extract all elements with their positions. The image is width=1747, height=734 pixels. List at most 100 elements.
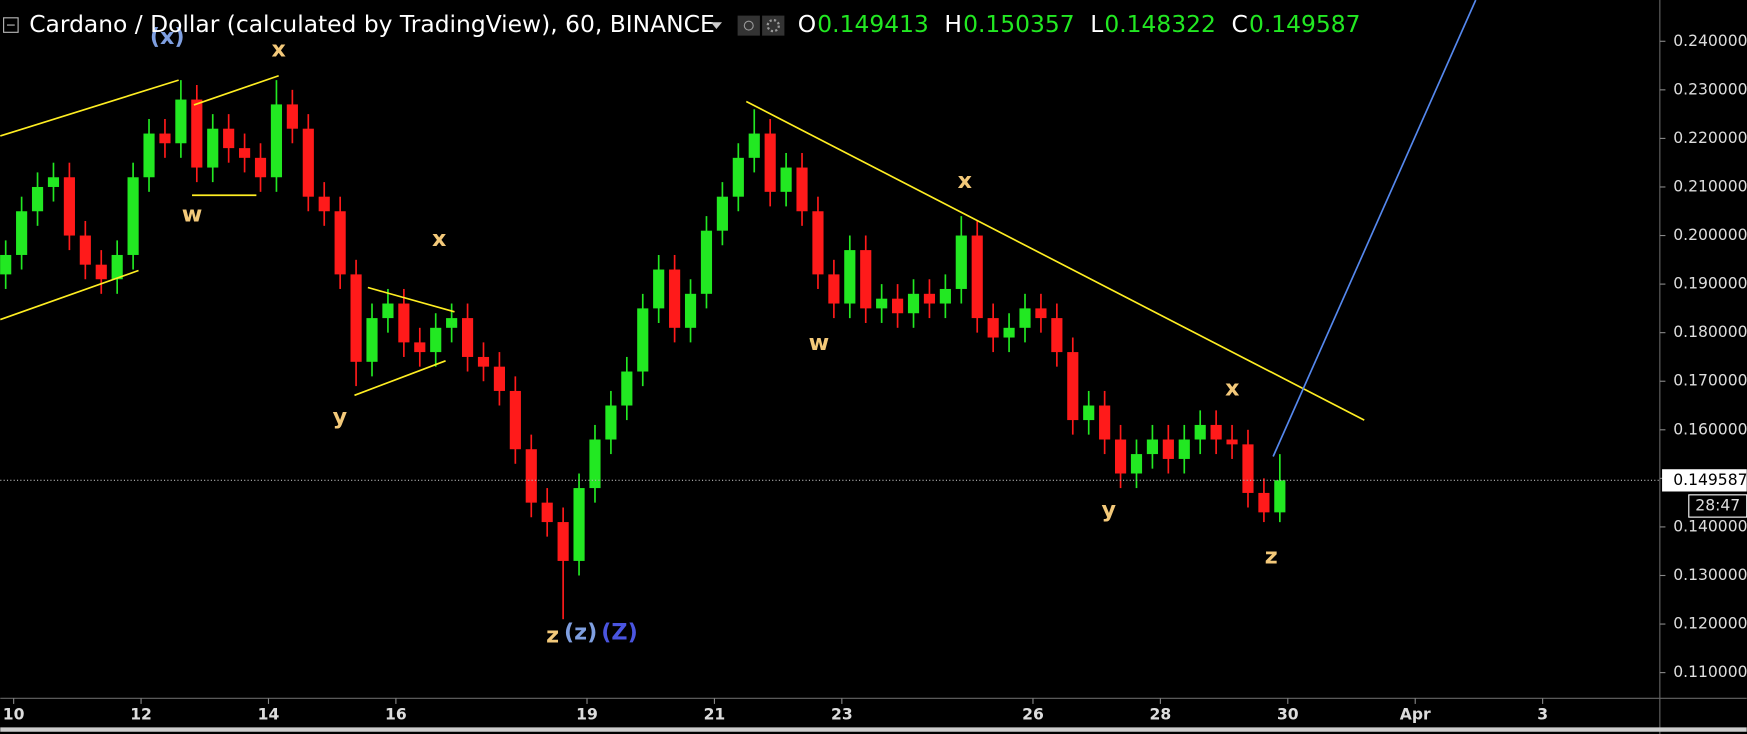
- candle-body: [796, 167, 808, 212]
- wave-label: x: [432, 226, 447, 252]
- candle-body: [16, 211, 28, 255]
- ohlc-value: 0.148322: [1104, 10, 1216, 38]
- candle-body: [573, 488, 585, 561]
- x-tick-label: 16: [385, 706, 407, 724]
- y-tick-label: 0.120000: [1673, 615, 1747, 633]
- candle-body: [907, 293, 920, 314]
- collapse-icon[interactable]: [3, 17, 19, 33]
- settings-button[interactable]: [762, 15, 785, 36]
- y-tick-label: 0.190000: [1673, 275, 1747, 293]
- candle-body: [366, 318, 378, 362]
- eye-button[interactable]: [737, 15, 760, 36]
- candle-body: [971, 235, 983, 319]
- wave-label: y: [333, 404, 348, 430]
- x-tick-label: 26: [1022, 706, 1044, 724]
- candle-body: [493, 366, 505, 391]
- candle-body: [1274, 480, 1286, 513]
- y-tick-label: 0.130000: [1673, 566, 1747, 584]
- y-tick-label: 0.200000: [1673, 226, 1747, 244]
- ohlc-key: C: [1232, 10, 1248, 38]
- ohlc-value: 0.150357: [963, 10, 1075, 38]
- candle-body: [1178, 439, 1190, 459]
- candle-body: [892, 298, 904, 314]
- wave-label: x: [1225, 376, 1240, 402]
- countdown-label: 28:47: [1695, 496, 1740, 514]
- x-tick-label: 3: [1537, 706, 1548, 724]
- trendline: [0, 269, 139, 321]
- candle-body: [828, 274, 840, 304]
- ohlc-value: 0.149587: [1249, 10, 1361, 38]
- candle-body: [254, 157, 267, 178]
- candle-body: [382, 303, 394, 319]
- y-tick-label: 0.220000: [1673, 129, 1747, 147]
- x-tick-label: 12: [130, 706, 152, 724]
- candle-body: [191, 99, 203, 168]
- y-tick-label: 0.210000: [1673, 177, 1747, 195]
- candle-body: [223, 128, 235, 149]
- trendline: [193, 74, 279, 106]
- candle-body: [700, 230, 713, 294]
- candle-body: [812, 211, 824, 275]
- candle-body: [31, 186, 44, 212]
- trendline: [745, 100, 1365, 421]
- trendline: [1272, 0, 1477, 457]
- x-tick-label: 10: [3, 706, 25, 724]
- y-tick-label: 0.140000: [1673, 517, 1747, 535]
- candle-body: [63, 177, 75, 236]
- trendline: [354, 360, 446, 397]
- candle-body: [207, 128, 219, 168]
- candle-body: [350, 274, 362, 362]
- candle-body: [1210, 424, 1222, 440]
- candle-body: [589, 439, 601, 489]
- candle-body: [764, 133, 776, 192]
- symbol-title[interactable]: Cardano / Dollar (calculated by TradingV…: [29, 10, 715, 38]
- header: Cardano / Dollar (calculated by TradingV…: [3, 10, 1361, 38]
- candle-body: [1067, 352, 1079, 421]
- candle-body: [334, 211, 346, 275]
- candle-body: [923, 293, 936, 304]
- y-tick-label: 0.160000: [1673, 420, 1747, 438]
- wave-label: (z): [564, 619, 597, 645]
- x-tick-label: 21: [704, 706, 726, 724]
- wave-label: x: [271, 37, 286, 63]
- candle-body: [716, 196, 728, 231]
- x-tick-label: 14: [258, 706, 280, 724]
- wave-label: (Z): [601, 619, 638, 645]
- candle-body: [302, 128, 314, 197]
- candle-body: [477, 356, 490, 367]
- gear-icon: [766, 18, 780, 33]
- candle-body: [461, 318, 474, 357]
- candle-body: [286, 104, 298, 129]
- candle-body: [1258, 492, 1270, 513]
- candle-body: [0, 254, 12, 275]
- ohlc-key: L: [1090, 10, 1103, 38]
- candle-body: [1114, 439, 1127, 474]
- dropdown-arrow[interactable]: [710, 22, 723, 29]
- candle-body: [430, 327, 442, 353]
- candle-body: [398, 303, 410, 343]
- candle-body: [1226, 439, 1238, 445]
- candle-body: [79, 235, 91, 265]
- candle-body: [669, 269, 681, 328]
- candle-body: [1099, 405, 1111, 440]
- candle-body: [732, 157, 744, 197]
- candle-body: [1083, 405, 1095, 421]
- candle-body: [175, 99, 187, 144]
- y-tick-label: 0.230000: [1673, 80, 1747, 98]
- candle-body: [860, 250, 872, 309]
- candle-body: [876, 298, 888, 309]
- candle-body: [318, 196, 330, 212]
- candle-body: [143, 133, 155, 178]
- x-tick-label: 23: [831, 706, 853, 724]
- candle-body: [111, 254, 123, 280]
- x-tick-label: 19: [576, 706, 598, 724]
- y-tick-label: 0.180000: [1673, 323, 1747, 341]
- trendline: [0, 79, 179, 137]
- candle-body: [525, 449, 537, 503]
- candle-body: [844, 250, 856, 304]
- candle-body: [541, 502, 553, 523]
- ohlc-key: H: [944, 10, 962, 38]
- last-price-box: [1662, 469, 1747, 492]
